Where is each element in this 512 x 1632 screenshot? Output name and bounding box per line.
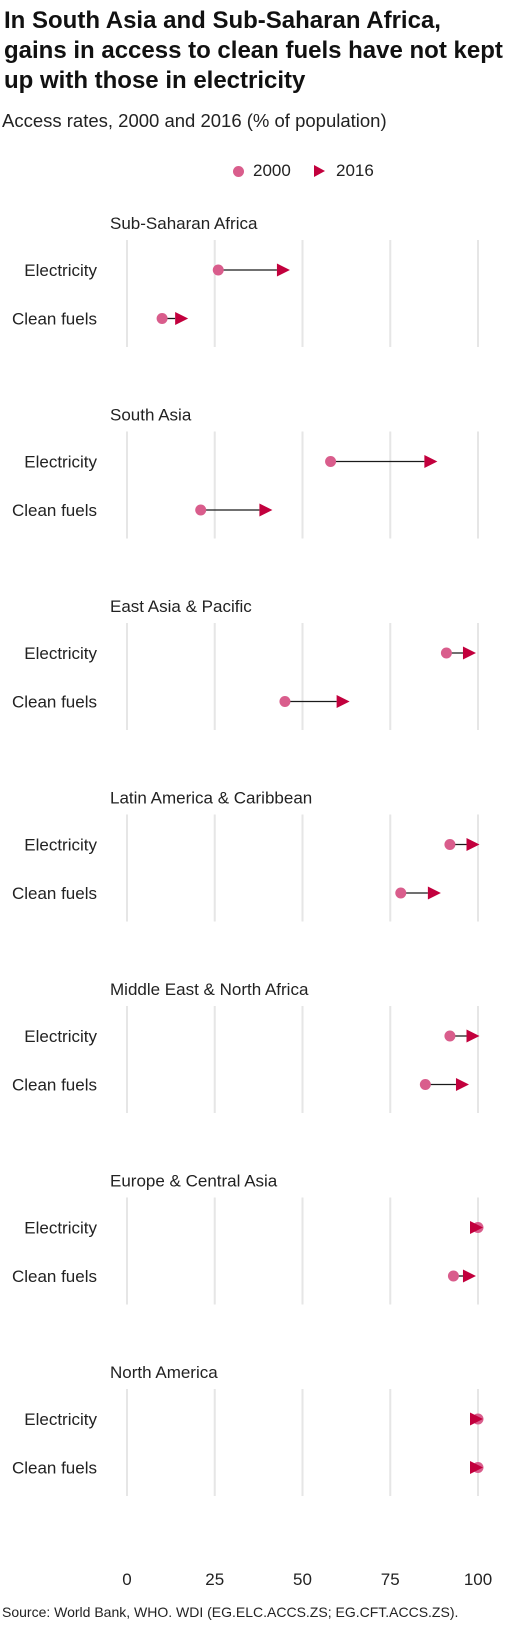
chart-subtitle: Access rates, 2000 and 2016 (% of popula…	[2, 110, 387, 131]
point-2000	[444, 839, 456, 850]
panel-4: Middle East & North Africa Electricity Cle…	[12, 980, 480, 1113]
point-2016	[470, 1412, 483, 1426]
row-label: Electricity	[24, 1027, 97, 1046]
panel-2: East Asia & Pacific Electricity Clean fuel…	[12, 597, 479, 730]
triangle-marker-icon	[314, 165, 325, 177]
x-tick-label: 75	[381, 1570, 400, 1589]
panel-3: Latin America & Caribbean Electricity Clea…	[12, 789, 480, 922]
point-2016	[470, 1221, 483, 1234]
source-note: Source: World Bank, WHO. WDI (EG.ELC.ACC…	[2, 1604, 459, 1620]
point-2016	[336, 695, 350, 708]
point-2016	[462, 1269, 476, 1283]
row-label: Electricity	[24, 1219, 97, 1238]
panel-1: South Asia Electricity Clean fuels	[12, 406, 479, 539]
point-2000	[195, 504, 207, 516]
point-2000	[447, 1270, 459, 1282]
point-2000	[440, 647, 452, 659]
point-2016	[424, 455, 438, 468]
panel-region-label: Europe & Central Asia	[110, 1172, 278, 1191]
x-tick-label: 50	[293, 1570, 312, 1589]
row-label: Clean fuels	[12, 310, 97, 329]
row-label: Clean fuels	[12, 1459, 97, 1478]
row-label: Clean fuels	[12, 501, 97, 520]
row-label: Electricity	[24, 1410, 97, 1429]
panel-region-label: Latin America & Caribbean	[110, 789, 312, 808]
chart-title: In South Asia and Sub-Saharan Africa, ga…	[4, 7, 503, 94]
panel-region-label: North America	[110, 1363, 218, 1382]
x-tick-label: 25	[205, 1570, 224, 1589]
point-2000	[444, 1030, 456, 1042]
legend-label-2000: 2000	[253, 161, 291, 180]
row-label: Electricity	[24, 453, 97, 472]
panel-region-label: Sub-Saharan Africa	[110, 214, 258, 233]
point-2016	[259, 503, 273, 517]
panel-0: Sub-Saharan Africa Electricity Clean fuels	[12, 214, 479, 347]
legend-item-2000: 2000	[233, 160, 291, 182]
row-label: Clean fuels	[12, 693, 97, 712]
x-tick-label: 0	[122, 1570, 131, 1589]
point-2000	[212, 264, 224, 276]
circle-marker-icon	[233, 165, 244, 177]
legend-item-2016: 2016	[314, 160, 374, 182]
point-2016	[470, 1461, 483, 1474]
point-2016	[427, 886, 441, 900]
point-2016	[466, 838, 480, 851]
point-2016	[276, 263, 290, 277]
row-label: Electricity	[24, 261, 97, 280]
row-label: Clean fuels	[12, 1076, 97, 1095]
point-2000	[395, 887, 407, 899]
row-label: Electricity	[24, 644, 97, 663]
point-2000	[279, 696, 291, 707]
panel-region-label: Middle East & North Africa	[110, 980, 309, 999]
panel-5: Europe & Central Asia Electricity Clean fu…	[12, 1172, 484, 1305]
panel-region-label: East Asia & Pacific	[110, 597, 252, 616]
row-label: Electricity	[24, 836, 97, 855]
point-2016	[462, 646, 476, 660]
panel-6: North America Electricity Clean fuels	[12, 1363, 484, 1496]
point-2016	[466, 1029, 480, 1043]
x-tick-label: 100	[464, 1570, 492, 1589]
point-2016	[175, 312, 189, 325]
point-2000	[325, 456, 337, 467]
legend-label-2016: 2016	[336, 161, 374, 180]
point-2000	[156, 313, 168, 324]
legend: 2000 2016	[0, 160, 512, 182]
row-label: Clean fuels	[12, 884, 97, 903]
point-2016	[455, 1078, 469, 1091]
point-2000	[419, 1079, 431, 1090]
row-label: Clean fuels	[12, 1267, 97, 1286]
panel-region-label: South Asia	[110, 406, 192, 425]
